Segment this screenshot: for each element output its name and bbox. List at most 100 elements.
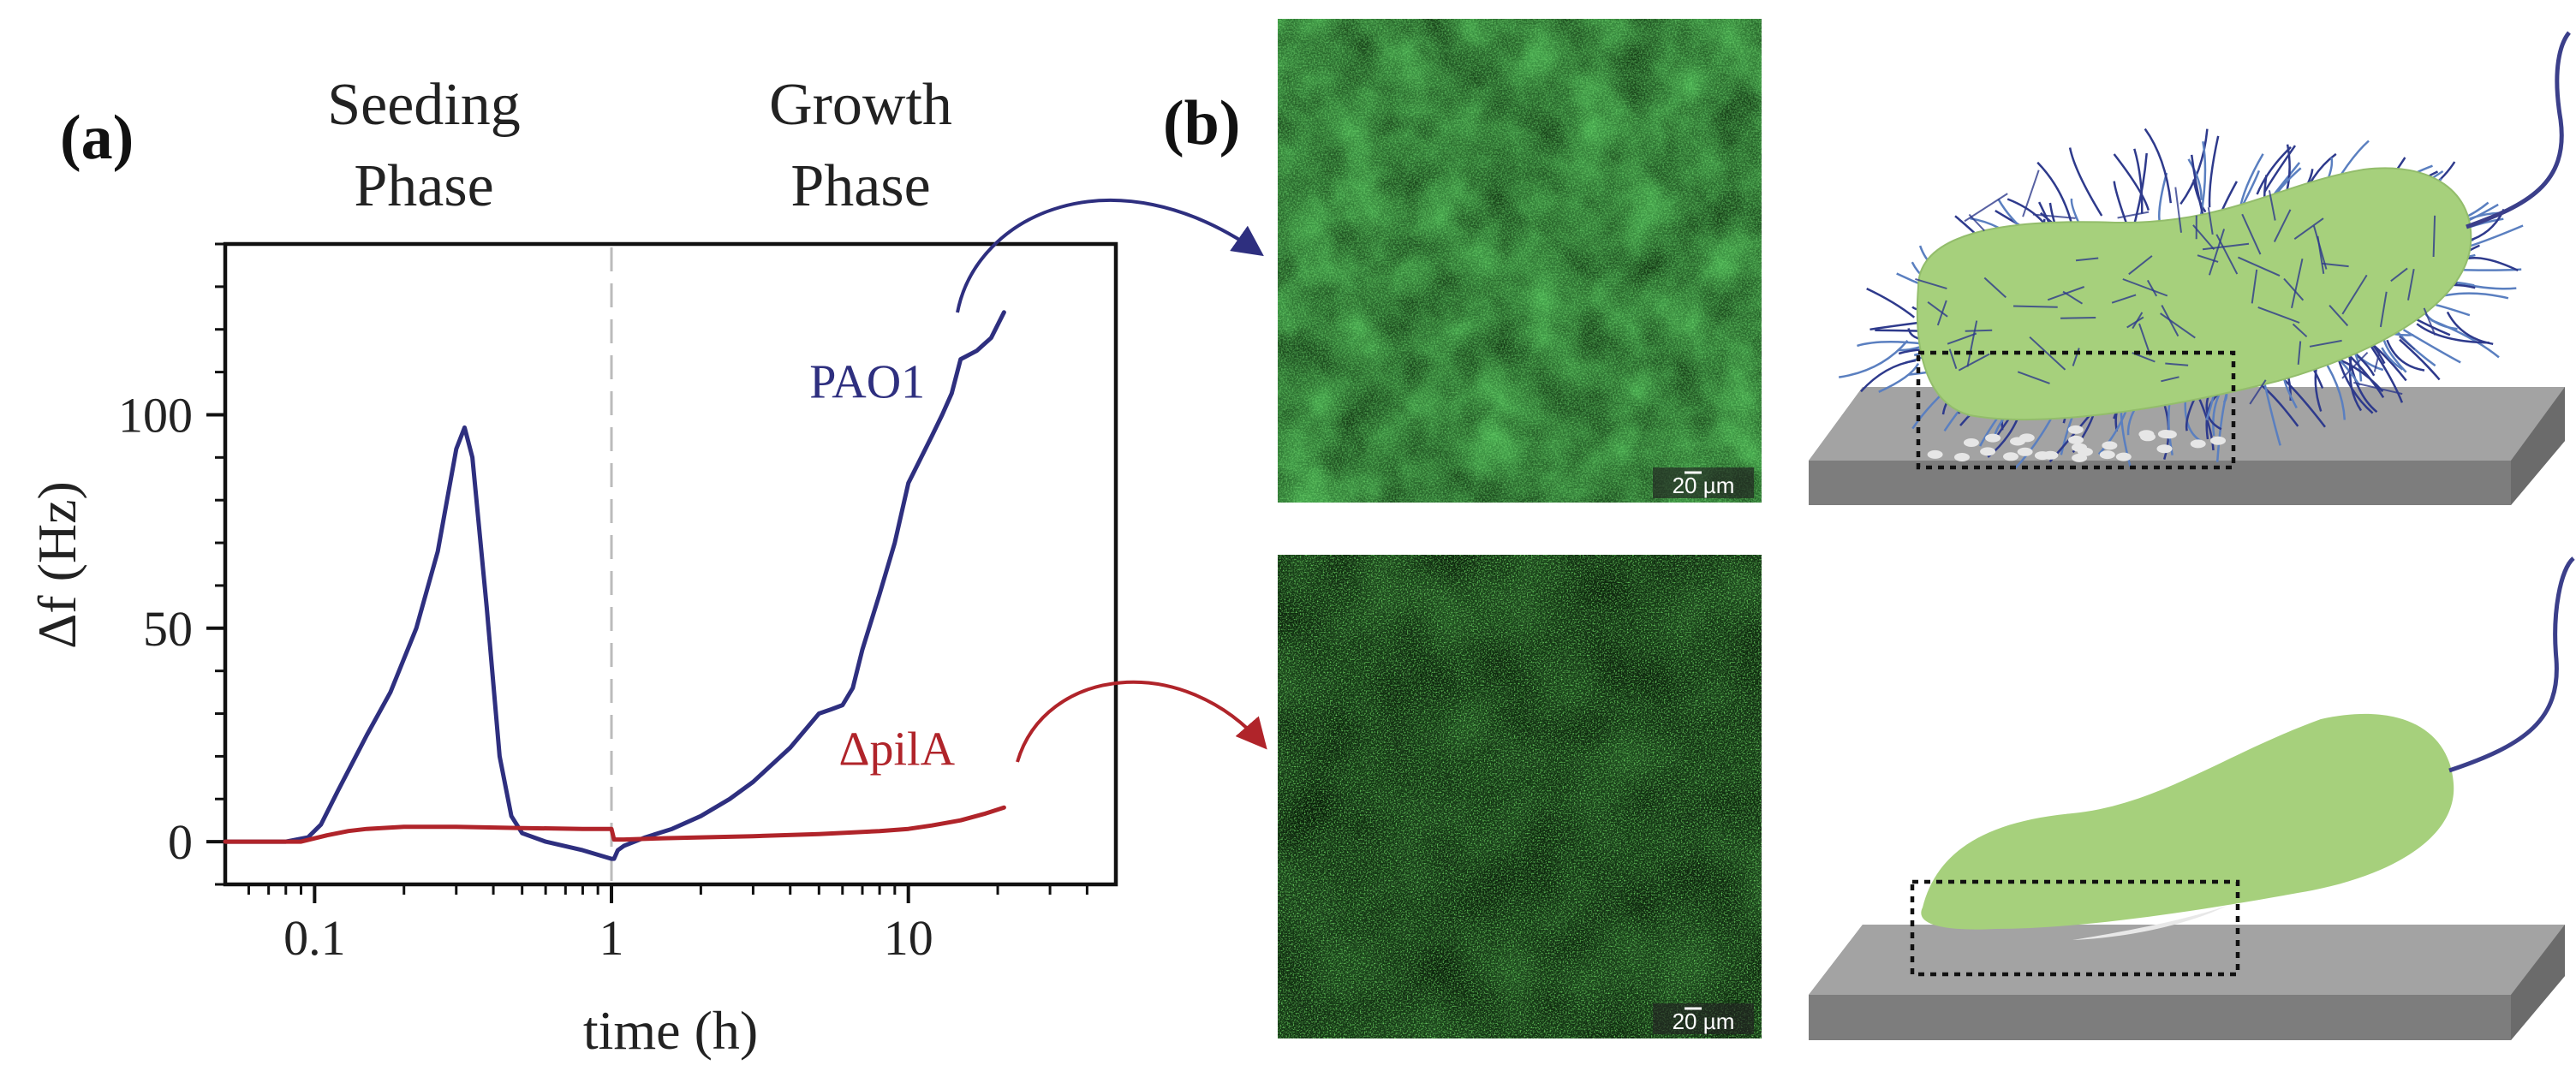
contact-dot: [2003, 452, 2018, 461]
bacterium-body-pila: [1921, 713, 2454, 930]
contact-dot: [2099, 450, 2115, 460]
pilus: [2373, 350, 2381, 372]
pilus: [2249, 379, 2267, 405]
pilus: [2165, 362, 2189, 366]
illustration-pila: [1809, 556, 2575, 1040]
pilus: [2122, 278, 2168, 297]
pilus: [2179, 128, 2209, 205]
series-line-pao1: [223, 310, 1006, 861]
pilus: [2386, 339, 2425, 372]
pilus: [2161, 376, 2179, 383]
pilus: [2259, 383, 2299, 427]
pilus: [2117, 211, 2150, 219]
pilus: [2297, 341, 2302, 365]
pilus: [2138, 323, 2151, 356]
x-tick-label: 0.1: [283, 910, 346, 966]
pilus: [2464, 257, 2519, 272]
pilus: [2111, 294, 2137, 304]
surface-contacts: [1927, 425, 2226, 462]
pilus: [2329, 305, 2349, 327]
pilus: [2257, 306, 2300, 324]
pilus: [2237, 256, 2281, 277]
pilus: [2075, 257, 2099, 262]
pilus: [2174, 187, 2182, 233]
pilus: [2187, 158, 2203, 200]
contact-dot: [2190, 439, 2206, 449]
pilus: [2341, 274, 2368, 315]
pilus: [2161, 305, 2179, 337]
y-tick-label: 100: [118, 387, 193, 443]
seeding-phase-line2: Phase: [354, 153, 493, 219]
x-tick-label: 1: [599, 910, 624, 966]
pilus: [2423, 307, 2436, 336]
pilus: [2113, 181, 2128, 225]
micrograph-pao1: 20 µm: [1278, 19, 1762, 503]
series-line-pila: [223, 805, 1006, 844]
pilus: [2407, 269, 2415, 301]
arrow-pila-to-image: [1016, 680, 1267, 763]
y-tick-label: 50: [143, 601, 193, 657]
pilus: [2256, 146, 2292, 195]
pilus: [2293, 217, 2324, 241]
contact-dot: [2018, 433, 2035, 443]
zoom-box-top: [1916, 350, 2236, 470]
plot-frame: [223, 241, 1118, 887]
pilus: [2215, 234, 2239, 275]
pilus: [2432, 215, 2436, 258]
contact-dot: [1980, 447, 1996, 456]
pilus: [2029, 336, 2066, 371]
scale-bar-label-bottom: 20 µm: [1673, 1009, 1735, 1034]
pilus: [2379, 291, 2388, 328]
pilus: [2402, 329, 2461, 364]
pilus: [2192, 224, 2215, 251]
pilus: [2207, 207, 2214, 235]
pilus: [2241, 213, 2262, 255]
pilus: [1958, 353, 1990, 372]
pilus: [1947, 332, 1977, 345]
growth-phase-line2: Phase: [790, 153, 930, 219]
pilus: [1857, 340, 1924, 348]
pilus: [2158, 172, 2168, 223]
zoom-box-bottom: [1910, 879, 2240, 977]
pilus: [2317, 235, 2325, 274]
growth-phase-line1: Growth: [769, 72, 952, 138]
flagellum-pao1: [2466, 31, 2571, 229]
flagellum-pila: [2448, 556, 2575, 773]
pili-overlay: [1915, 170, 2438, 405]
pilus: [2208, 229, 2226, 276]
pilus: [2381, 347, 2404, 371]
pilus: [2036, 161, 2075, 231]
pilus: [1866, 287, 1916, 318]
pilus: [2367, 341, 2404, 403]
pilus: [2263, 145, 2297, 193]
arrow-pao1-to-image: [956, 199, 1264, 313]
pilus: [2251, 269, 2258, 304]
pilus: [2202, 242, 2250, 251]
pilus: [2197, 254, 2219, 263]
pilus: [2047, 286, 2085, 301]
contact-dot: [1963, 438, 1979, 447]
pilus: [1965, 329, 1993, 332]
contact-dot: [2072, 443, 2087, 452]
pilus: [2133, 148, 2144, 214]
contact-dot: [2068, 435, 2084, 444]
pilus: [2160, 312, 2196, 339]
pilus: [1869, 321, 1918, 331]
pilus: [2436, 303, 2471, 317]
pilus: [2416, 323, 2490, 344]
contact-dot: [2115, 452, 2132, 461]
pilus: [2113, 153, 2150, 211]
series-label-pao1: PAO1: [809, 356, 925, 409]
pilus: [1983, 277, 2007, 299]
pilus: [1948, 348, 1958, 370]
pilus: [2268, 190, 2276, 221]
pilus: [2128, 255, 2153, 276]
pilus: [2353, 381, 2403, 396]
pilus: [1966, 320, 1978, 367]
pilus: [1964, 193, 2008, 223]
pilus: [2144, 128, 2173, 204]
y-tick-label: 0: [168, 814, 193, 870]
pilus: [2292, 323, 2308, 338]
